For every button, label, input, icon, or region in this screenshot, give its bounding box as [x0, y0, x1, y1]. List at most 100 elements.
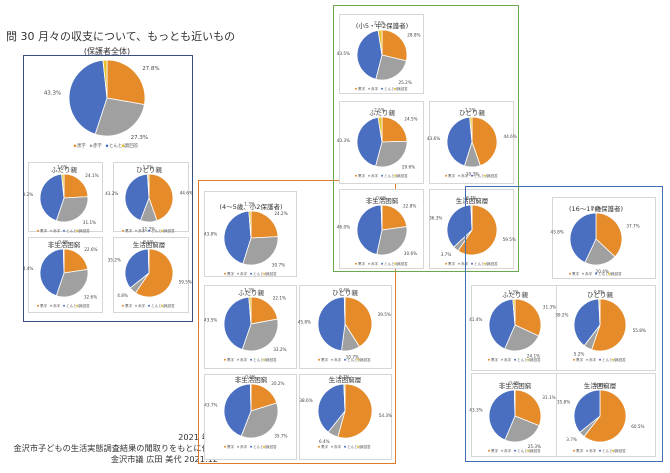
pie-slice-黒字	[457, 204, 498, 256]
legend-swatch	[381, 262, 383, 265]
pie-slice-無回答	[62, 248, 65, 274]
pie-slice-赤字	[504, 415, 540, 443]
pie-label: 44.4%	[24, 266, 33, 271]
chart-subtitle: 生活困窮層	[328, 376, 362, 384]
legend-swatch	[445, 262, 447, 265]
legend-label: 黒字	[576, 357, 584, 362]
pie-label: 59.5%	[503, 237, 516, 242]
pie-slice-とんとん	[39, 173, 65, 222]
pie-label: 35.7%	[274, 433, 287, 438]
legend-label: 黒字	[358, 86, 366, 91]
legend-swatch	[394, 87, 396, 90]
footer: 2021 年度 金沢市子どもの生活実態調査結果の聞取りをもとに作成 金沢市議 広…	[13, 432, 218, 465]
legend-label: 赤字	[240, 444, 248, 449]
pie-label: 29.6%	[402, 165, 415, 170]
legend-label: 無回答	[79, 303, 90, 308]
pie-slice-無回答	[512, 298, 516, 326]
legend-swatch	[357, 358, 359, 361]
legend-swatch	[344, 358, 346, 361]
pie-label: 55.8%	[633, 328, 646, 333]
legend-swatch	[263, 272, 265, 275]
legend-label: とんとん	[517, 357, 532, 362]
pie-slice-とんとん	[39, 248, 65, 297]
legend-swatch	[582, 272, 584, 275]
legend-swatch	[458, 174, 460, 177]
pie-label: 39.2%	[555, 313, 568, 318]
frame-small: 24.2% 30.7% 43.8% 1.3% 黒字 赤字 とんとん 無回答 22.1% 33.2%…	[198, 180, 396, 464]
pie-label: 43.3%	[469, 407, 482, 412]
pie-label: 20.2%	[271, 381, 284, 386]
pie-slice-無回答	[598, 298, 601, 326]
pie-label: 24.1%	[85, 173, 98, 178]
legend-label: 黒字	[491, 448, 499, 453]
pie-label: 39.5%	[378, 312, 391, 317]
pie-label: 43.8%	[550, 229, 563, 234]
pie-slice-黒字	[148, 173, 174, 222]
legend-swatch	[394, 262, 396, 265]
chart-subtitle: ふたり親	[502, 291, 528, 299]
legend-label: とんとん	[253, 444, 268, 449]
legend-label: 無回答	[360, 444, 371, 449]
chart-subtitle: ひとり親	[332, 289, 358, 297]
legend-swatch	[318, 445, 320, 448]
pie-label: 0.7%	[339, 375, 350, 380]
legend-label: 黒字	[77, 142, 86, 149]
pie-label: 43.6%	[427, 136, 440, 141]
pie-label: 43.5%	[204, 317, 217, 322]
legend-swatch	[595, 272, 597, 275]
pie-slice-とんとん	[223, 383, 252, 437]
legend-label: 赤字	[138, 228, 146, 233]
pie-slice-黒字	[63, 248, 89, 274]
legend-label: 赤字	[93, 142, 102, 149]
pie-label: 43.3%	[44, 91, 61, 97]
pie-slice-とんとん	[488, 298, 516, 350]
legend-label: 無回答	[79, 228, 90, 233]
pie-label: 60.5%	[631, 424, 644, 429]
pie-slice-とんとん	[569, 212, 597, 264]
pie-slice-赤字	[242, 236, 279, 266]
legend-swatch	[121, 144, 125, 148]
pie-label: 0.0%	[595, 383, 606, 388]
pie-label: 2.5%	[374, 21, 385, 26]
chart-subtitle: 生活困窮層	[455, 197, 489, 205]
pie-slice-とんとん	[124, 248, 150, 289]
legend-swatch	[50, 304, 52, 307]
legend-swatch	[368, 262, 370, 265]
chart-subtitle: ふたり親	[238, 289, 264, 297]
legend-label: 黒字	[448, 261, 456, 266]
legend-label: とんとん	[474, 173, 489, 178]
pie-group-small: 24.2%30.7%43.8%1.3%黒字 赤字 とんとん無回答22.1%33.2%…	[204, 202, 392, 450]
pie-slice-無回答	[343, 296, 346, 325]
pie-label: 35.8%	[557, 399, 570, 404]
pie-label: 1.3%	[244, 288, 255, 293]
pie-slice-無回答	[249, 383, 252, 412]
legend-swatch	[250, 445, 252, 448]
pie-label: 27.8%	[142, 66, 159, 72]
legend-label: とんとん	[347, 357, 362, 362]
pie-slice-とんとん	[317, 383, 346, 433]
pie-label: 43.8%	[204, 232, 217, 237]
legend-swatch	[250, 272, 252, 275]
pie-slice-赤字	[375, 54, 407, 81]
pie-slice-無回答	[248, 210, 252, 239]
legend-swatch	[318, 358, 320, 361]
pie-slice-とんとん	[68, 59, 108, 135]
pie-label: 44.6%	[180, 190, 193, 195]
pie-slice-無回答	[147, 248, 150, 274]
legend-label: 黒字	[321, 444, 329, 449]
pie-slice-赤字	[240, 402, 279, 439]
pie-slice-無回答	[61, 173, 65, 199]
pie-slice-無回答	[102, 59, 108, 99]
pie-slice-黒字	[250, 296, 279, 325]
legend-swatch	[224, 272, 226, 275]
chart-card	[471, 373, 559, 457]
pie-slice-無回答	[380, 204, 383, 231]
pie-slice-無回答	[513, 389, 516, 417]
legend-label: 赤字	[504, 357, 512, 362]
pie-label: 0.4%	[509, 381, 520, 386]
legend-label: 無回答	[615, 357, 626, 362]
legend-label: 無回答	[360, 357, 371, 362]
legend-swatch	[73, 144, 77, 148]
pie-slice-無回答	[377, 116, 383, 143]
legend-swatch	[148, 229, 150, 232]
